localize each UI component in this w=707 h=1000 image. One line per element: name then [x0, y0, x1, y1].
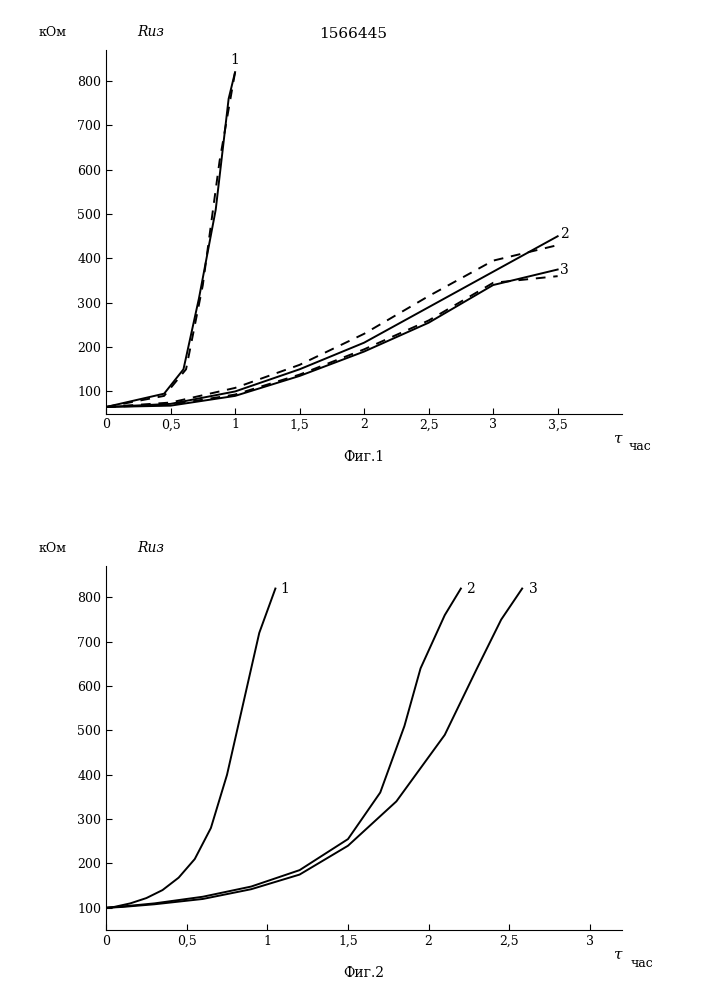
- Text: τ: τ: [614, 431, 622, 445]
- Text: 3: 3: [529, 582, 537, 596]
- Text: Фиг.2: Фиг.2: [344, 966, 385, 980]
- Text: кОм: кОм: [39, 542, 67, 555]
- Text: Rиз: Rиз: [137, 25, 164, 39]
- Text: 1: 1: [230, 53, 240, 67]
- Text: Rиз: Rиз: [137, 541, 164, 555]
- Text: час: час: [630, 957, 653, 970]
- Text: Фиг.1: Фиг.1: [344, 450, 385, 464]
- Text: 1: 1: [280, 582, 289, 596]
- Text: 2: 2: [560, 227, 569, 241]
- Text: 1566445: 1566445: [320, 27, 387, 41]
- Text: 3: 3: [560, 263, 569, 277]
- Text: час: час: [629, 440, 651, 453]
- Text: кОм: кОм: [39, 26, 67, 39]
- Text: τ: τ: [614, 948, 622, 962]
- Text: 2: 2: [466, 582, 474, 596]
